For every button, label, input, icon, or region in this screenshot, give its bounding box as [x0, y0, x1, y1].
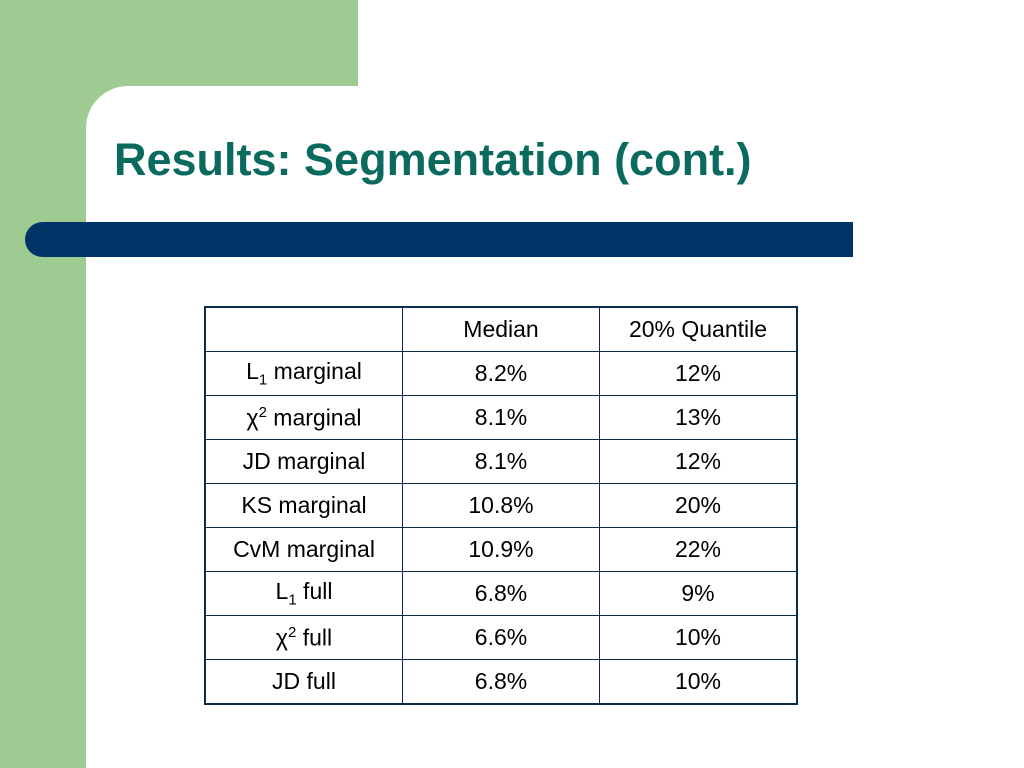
table-cell: 9%: [599, 571, 798, 616]
table-cell: 6.8%: [402, 571, 600, 616]
header-cell: Median: [402, 306, 600, 352]
table-cell: 8.1%: [402, 439, 600, 484]
row-label: L1 full: [204, 571, 403, 616]
label-text: L: [246, 358, 259, 385]
table-cell: 12%: [599, 351, 798, 396]
table-row: JD full 6.8% 10%: [204, 659, 798, 705]
label-text: JD full: [272, 668, 336, 694]
label-text: KS marginal: [241, 492, 367, 518]
table-cell: 22%: [599, 527, 798, 572]
row-label: JD marginal: [204, 439, 403, 484]
table-row: JD marginal 8.1% 12%: [204, 439, 798, 484]
label-suffix: marginal: [267, 358, 362, 385]
label-text: JD marginal: [242, 448, 366, 474]
label-text: χ: [246, 404, 259, 431]
row-label: KS marginal: [204, 483, 403, 528]
header-row: Median 20% Quantile: [204, 306, 798, 352]
header-cell: [204, 306, 403, 352]
label-suffix: marginal: [266, 404, 362, 431]
header-cell: 20% Quantile: [599, 306, 798, 352]
row-label: L1 marginal: [204, 351, 403, 396]
table-cell: 6.6%: [402, 615, 600, 660]
table-cell: 8.1%: [402, 395, 600, 440]
row-label: χ2 full: [204, 615, 403, 660]
table-cell: 10%: [599, 615, 798, 660]
label-suffix: full: [296, 578, 333, 605]
table-row: L1 full 6.8% 9%: [204, 571, 798, 616]
row-label: CvM marginal: [204, 527, 403, 572]
title-bar: [25, 222, 853, 257]
table-cell: 13%: [599, 395, 798, 440]
table-row: L1 marginal 8.2% 12%: [204, 351, 798, 396]
label-text: CvM marginal: [233, 536, 375, 562]
table-row: χ2 marginal 8.1% 13%: [204, 395, 798, 440]
table-row: KS marginal 10.8% 20%: [204, 483, 798, 528]
label-suffix: full: [296, 624, 333, 651]
background: [358, 0, 1024, 86]
table-cell: 6.8%: [402, 659, 600, 705]
slide-title: Results: Segmentation (cont.): [114, 134, 752, 185]
green-band: [0, 0, 358, 86]
table-cell: 10.8%: [402, 483, 600, 528]
superscript: 2: [287, 623, 297, 641]
label-text: χ: [275, 624, 288, 651]
superscript: 2: [258, 403, 267, 421]
table-row: CvM marginal 10.9% 22%: [204, 527, 798, 572]
table-cell: 8.2%: [402, 351, 600, 396]
results-table: Median 20% Quantile L1 marginal 8.2% 12% χ2 m…: [204, 306, 798, 705]
row-label: χ2 marginal: [204, 395, 403, 440]
table-row: χ2 full 6.6% 10%: [204, 615, 798, 660]
table-cell: 10.9%: [402, 527, 600, 572]
subscript: 1: [288, 591, 297, 609]
label-text: L: [275, 578, 289, 605]
table-cell: 12%: [599, 439, 798, 484]
row-label: JD full: [204, 659, 403, 705]
subscript: 1: [258, 371, 268, 389]
table-cell: 10%: [599, 659, 798, 705]
table-cell: 20%: [599, 483, 798, 528]
